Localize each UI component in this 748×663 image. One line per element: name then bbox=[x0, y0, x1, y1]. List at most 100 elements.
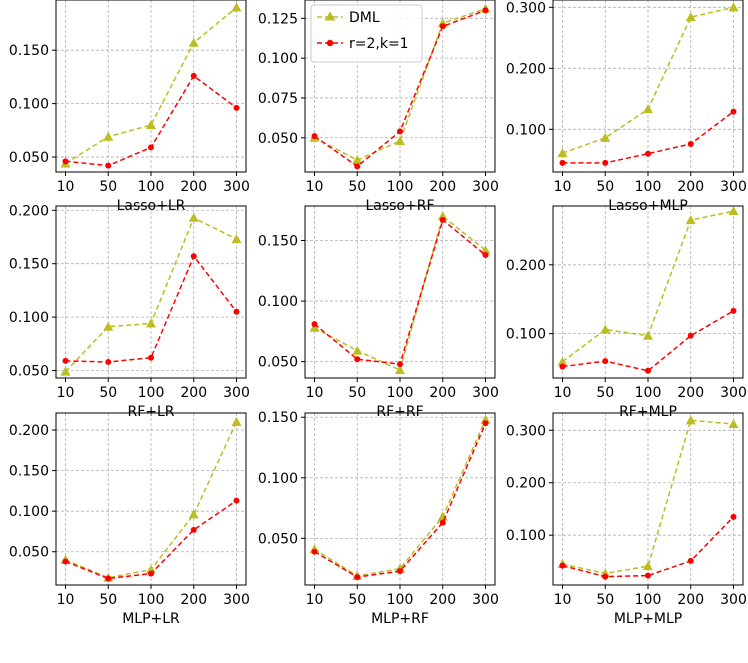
data-point-ours bbox=[645, 150, 651, 157]
y-tick-label: 0.200 bbox=[506, 476, 546, 492]
data-point-dml bbox=[480, 414, 491, 424]
y-tick-label: 0.100 bbox=[506, 122, 546, 138]
x-tick-label: 100 bbox=[635, 592, 662, 608]
x-tick-label: 50 bbox=[596, 592, 614, 608]
x-axis-label: MLP+MLP bbox=[614, 611, 682, 627]
data-point-ours bbox=[645, 367, 651, 374]
data-point-ours bbox=[645, 572, 651, 579]
y-tick-label: 0.300 bbox=[506, 423, 546, 439]
y-tick-label: 0.125 bbox=[258, 11, 298, 27]
legend-frame bbox=[310, 4, 423, 63]
x-tick-label: 300 bbox=[472, 385, 499, 401]
data-point-ours bbox=[62, 558, 69, 565]
y-tick-label: 0.150 bbox=[9, 257, 49, 273]
y-tick-label: 0.300 bbox=[506, 0, 546, 16]
data-point-ours bbox=[602, 573, 609, 580]
data-point-ours bbox=[559, 159, 566, 166]
x-tick-label: 100 bbox=[387, 385, 414, 401]
data-point-dml bbox=[685, 415, 696, 425]
panel-8: 10 50 100 200 300 0.050 0.100 0.150 MLP+RF bbox=[258, 410, 499, 627]
y-tick-label: 0.150 bbox=[9, 43, 49, 59]
x-tick-label: 100 bbox=[138, 179, 165, 195]
data-point-dml bbox=[480, 245, 491, 255]
data-point-ours bbox=[397, 128, 403, 135]
y-tick-label: 0.050 bbox=[258, 531, 298, 547]
y-tick-label: 0.150 bbox=[258, 234, 298, 250]
data-point-ours bbox=[730, 108, 737, 115]
data-point-dml bbox=[146, 119, 156, 129]
panel-7: 10 50 100 200 300 0.050 0.100 0.150 0.200 MLP+LR bbox=[9, 412, 250, 627]
x-axis-label: RF+LR bbox=[127, 404, 174, 420]
y-tick-label: 0.050 bbox=[258, 355, 298, 371]
x-tick-label: 10 bbox=[306, 592, 324, 608]
data-point-ours bbox=[397, 568, 403, 575]
panel-2: 10 50 100 200 3000.0500.0750.1000.125Lasso+R… bbox=[258, 0, 499, 214]
x-tick-label: 300 bbox=[223, 179, 250, 195]
y-tick-label: 0.050 bbox=[9, 364, 49, 380]
x-tick-label: 200 bbox=[180, 385, 207, 401]
y-tick-label: 0.100 bbox=[9, 97, 49, 113]
data-point-dml bbox=[188, 212, 199, 222]
data-point-dml bbox=[728, 206, 739, 216]
panel-5: 10 50 100 200 300 0.050 0.100 0.150 RF+RF bbox=[258, 205, 499, 420]
y-tick-label: 0.100 bbox=[258, 294, 298, 310]
y-tick-label: 0.100 bbox=[258, 471, 298, 487]
panel-4: 10 50 100 200 300 0.050 0.100 0.150 0.200 RF+LR bbox=[9, 203, 250, 420]
y-tick-label: 0.050 bbox=[9, 150, 49, 166]
y-tick-label: 0.200 bbox=[506, 61, 546, 77]
data-point-dml bbox=[643, 561, 653, 571]
y-tick-label: 0.100 bbox=[258, 51, 298, 67]
data-point-dml bbox=[309, 322, 320, 332]
x-tick-label: 10 bbox=[306, 179, 324, 195]
legend-label-dml: DML bbox=[349, 10, 380, 26]
x-tick-label: 200 bbox=[429, 385, 456, 401]
x-tick-label: 300 bbox=[720, 592, 747, 608]
data-point-ours bbox=[439, 216, 446, 223]
data-point-ours bbox=[559, 363, 566, 370]
data-point-ours bbox=[354, 356, 361, 363]
series-line-ours bbox=[562, 310, 734, 372]
x-tick-label: 50 bbox=[99, 385, 117, 401]
data-point-ours bbox=[105, 162, 112, 169]
data-point-dml bbox=[728, 2, 739, 12]
x-tick-label: 50 bbox=[596, 179, 614, 195]
series-line-ours bbox=[562, 111, 734, 164]
x-tick-label: 50 bbox=[99, 592, 117, 608]
y-tick-label: 0.200 bbox=[506, 258, 546, 274]
x-tick-label: 300 bbox=[472, 592, 499, 608]
y-tick-label: 0.100 bbox=[506, 327, 546, 343]
x-tick-label: 200 bbox=[677, 179, 704, 195]
series-line-dml bbox=[314, 215, 486, 372]
data-point-dml bbox=[60, 366, 71, 376]
data-point-ours bbox=[354, 163, 361, 170]
series-line-ours bbox=[65, 254, 238, 363]
data-point-dml bbox=[437, 211, 448, 221]
x-axis-label: MLP+LR bbox=[122, 611, 180, 627]
x-tick-label: 200 bbox=[677, 592, 704, 608]
x-tick-label: 300 bbox=[472, 179, 499, 195]
x-tick-label: 10 bbox=[554, 592, 572, 608]
data-point-ours bbox=[105, 575, 112, 582]
x-tick-label: 50 bbox=[596, 385, 614, 401]
x-tick-label: 10 bbox=[554, 179, 572, 195]
data-point-dml bbox=[557, 356, 568, 366]
y-tick-label: 0.200 bbox=[9, 423, 49, 439]
x-tick-label: 300 bbox=[720, 385, 747, 401]
y-tick-label: 0.050 bbox=[9, 545, 49, 561]
x-tick-label: 200 bbox=[429, 179, 456, 195]
data-point-dml bbox=[231, 2, 242, 12]
x-tick-label: 300 bbox=[223, 592, 250, 608]
legend-label-ours: r=2,k=1 bbox=[349, 36, 409, 52]
series-line-ours bbox=[562, 516, 735, 578]
data-point-dml bbox=[103, 131, 114, 141]
x-tick-label: 50 bbox=[99, 179, 117, 195]
data-point-dml bbox=[103, 321, 114, 331]
data-point-ours bbox=[190, 72, 197, 79]
x-tick-label: 100 bbox=[387, 179, 414, 195]
data-point-ours bbox=[311, 321, 318, 328]
x-tick-label: 50 bbox=[348, 179, 366, 195]
data-point-ours bbox=[148, 144, 154, 151]
y-tick-label: 0.050 bbox=[258, 131, 298, 147]
